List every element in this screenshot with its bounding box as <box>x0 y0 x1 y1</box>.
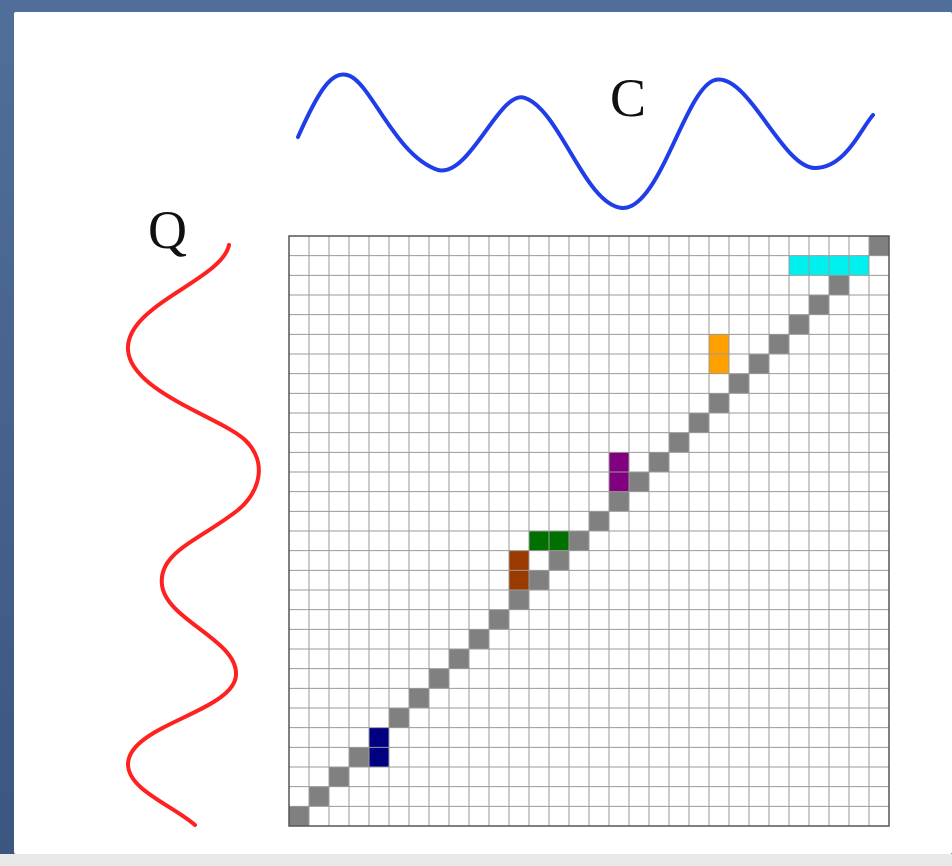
path-cell <box>589 511 609 531</box>
grid-lines <box>289 236 889 826</box>
path-cell <box>829 275 849 295</box>
path-cell <box>549 550 569 571</box>
series-q-curve <box>125 243 261 827</box>
path-cell <box>289 806 309 826</box>
path-cell <box>749 354 769 374</box>
path-cell <box>529 570 549 590</box>
path-cell <box>509 590 529 610</box>
path-cell <box>469 629 489 649</box>
path-cell <box>449 649 469 669</box>
series-c-label: C <box>610 68 646 128</box>
path-cell <box>669 432 689 453</box>
path-cell <box>349 747 369 767</box>
path-cell <box>389 708 409 728</box>
path-cell <box>649 452 669 472</box>
path-cell <box>409 688 429 708</box>
path-cell <box>729 373 749 394</box>
path-cell <box>629 472 649 492</box>
path-cell <box>309 786 329 807</box>
path-cell <box>789 314 809 335</box>
path-cell <box>429 668 449 689</box>
path-cell <box>769 334 789 354</box>
bottom-strip <box>0 854 952 866</box>
path-cell <box>809 295 829 315</box>
warping-path <box>289 236 889 826</box>
path-cell <box>869 236 889 256</box>
path-cell <box>709 393 729 413</box>
path-cell <box>609 491 629 512</box>
path-cell <box>489 609 509 630</box>
path-cell <box>569 531 589 551</box>
cost-matrix <box>288 235 890 827</box>
series-c-curve <box>296 72 875 211</box>
path-cell <box>689 413 709 433</box>
path-cell <box>329 767 349 787</box>
matrix-border <box>288 235 890 827</box>
series-q-label: Q <box>148 200 187 260</box>
